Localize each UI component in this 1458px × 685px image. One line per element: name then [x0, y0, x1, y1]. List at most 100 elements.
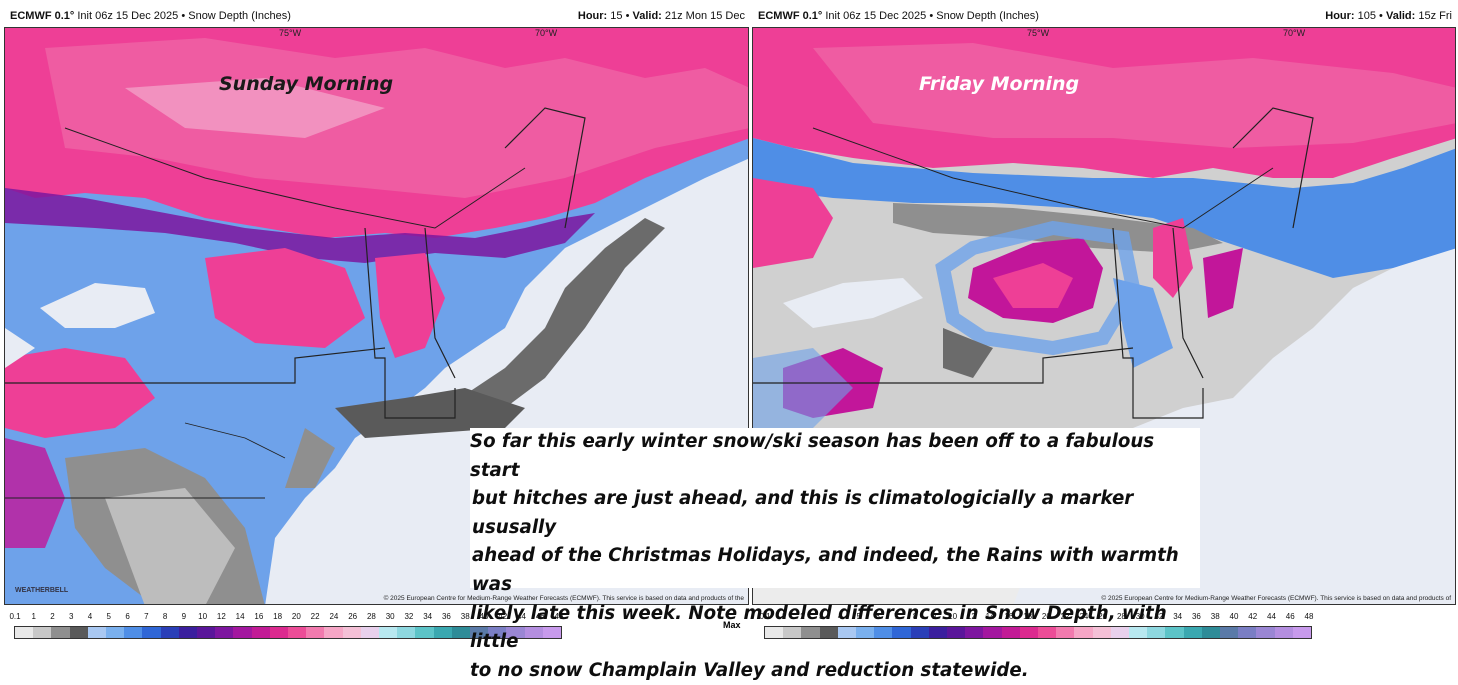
scale-tick-label: 2 [50, 612, 55, 621]
scale-tick-label: 12 [216, 612, 226, 621]
scale-swatch [1001, 627, 1020, 638]
scale-tick-label: 3 [69, 612, 74, 621]
map-title-sunday: Sunday Morning [219, 73, 394, 95]
scale-ticks: 0.1 1 2 3 4 5 6 7 8 9 10 12 14 16 18 20 22 24 26 28 30 32 34 36… [759, 612, 1314, 623]
scale-tick-label: 20 [1041, 612, 1051, 621]
scale-swatch [1201, 627, 1221, 638]
panel-header: ECMWF 0.1° Init 06z 15 Dec 2025 • Snow D… [758, 10, 1452, 22]
scale-swatch [124, 627, 143, 638]
scale-tick-label: 24 [329, 612, 339, 621]
panel-header: ECMWF 0.1° Init 06z 15 Dec 2025 • Snow D… [10, 10, 745, 22]
scale-swatch [415, 627, 434, 638]
scale-tick-label: 18 [1023, 612, 1033, 621]
hour-label: Hour: [1325, 10, 1355, 22]
scale-swatch [892, 627, 911, 638]
scale-tick-label: 2 [800, 612, 805, 621]
scale-swatch [1092, 627, 1111, 638]
scale-swatch [542, 627, 562, 638]
scale-tick-label: 10 [198, 612, 208, 621]
scale-tick-label: 14 [985, 612, 995, 621]
hour-label: Hour: [577, 10, 608, 22]
ecmwf-credit: © 2025 European Centre for Medium-Range … [1101, 595, 1451, 602]
scale-swatch [142, 627, 161, 638]
map-title-friday: Friday Morning [919, 73, 1080, 95]
longitude-75-label: 75°W [1027, 28, 1050, 38]
scale-tick-label: 36 [1191, 612, 1201, 621]
scale-tick-label: 5 [106, 612, 112, 621]
scale-swatch [160, 627, 179, 638]
scale-swatch [1220, 627, 1239, 638]
scale-tick-label: 6 [875, 612, 880, 621]
scale-tick-label: 30 [1135, 612, 1145, 621]
scale-tick-label: 44 [517, 612, 526, 621]
scale-swatch [251, 627, 270, 638]
scale-tick-label: 7 [144, 612, 149, 621]
scale-tick-label: 32 [404, 612, 414, 621]
scale-swatch [983, 627, 1002, 638]
scale-swatch [874, 627, 893, 638]
scale-swatch [215, 627, 234, 638]
model-name: ECMWF 0.1° [758, 10, 823, 22]
scale-bar [764, 626, 1312, 639]
scale-tick-label: 42 [498, 612, 508, 621]
scale-swatch [801, 627, 820, 638]
scale-swatch [1292, 627, 1312, 638]
scale-swatch [765, 627, 784, 638]
field-name: Snow Depth (Inches) [188, 10, 291, 22]
scale-swatch [856, 627, 875, 638]
color-scale-right: 0.1 1 2 3 4 5 6 7 8 9 10 12 14 16 18 20 22 24 26 28 30 32 34 36… [759, 612, 1314, 644]
scale-tick-label: 5 [856, 612, 862, 621]
valid-label: Valid: [1385, 10, 1416, 22]
map-panel-right: ECMWF 0.1° Init 06z 15 Dec 2025 • Snow D… [752, 0, 1456, 647]
scale-swatch [1238, 627, 1257, 638]
init-time: Init 06z 15 Dec 2025 [77, 10, 179, 22]
scale-swatch [928, 627, 948, 638]
scale-swatch [324, 627, 343, 638]
longitude-75-label: 75°W [279, 28, 302, 38]
scale-tick-label: 32 [1154, 612, 1164, 621]
scale-tick-label: 14 [235, 612, 245, 621]
max-label: Max [723, 620, 741, 630]
init-time: Init 06z 15 Dec 2025 [825, 10, 927, 22]
scale-tick-label: 1 [781, 612, 786, 621]
scale-tick-label: 16 [254, 612, 264, 621]
note-line: but hitches are just ahead, and this is … [472, 488, 1134, 538]
field-name: Snow Depth (Inches) [936, 10, 1039, 22]
scale-swatch [15, 627, 34, 638]
scale-swatch [1274, 627, 1293, 638]
hour-value: 15 [610, 10, 623, 22]
scale-swatch [506, 627, 525, 638]
scale-tick-label: 26 [348, 612, 358, 621]
scale-swatch [451, 627, 471, 638]
note-line: likely late this week. Note modeled diff… [470, 602, 1167, 653]
scale-swatch [783, 627, 802, 638]
scale-tick-label: 8 [912, 612, 918, 621]
scale-swatch [1147, 627, 1166, 638]
scale-tick-label: 24 [1079, 612, 1089, 621]
scale-swatch [33, 627, 52, 638]
hour-value: 105 [1357, 10, 1376, 22]
scale-tick-label: 48 [554, 612, 564, 621]
color-scale-left: 0.1 1 2 3 4 5 6 7 8 9 10 12 14 16 18 20 22 24 26 28 30 32 34 36… [9, 612, 564, 644]
scale-swatch [1056, 627, 1075, 638]
scale-swatch [342, 627, 361, 638]
scale-tick-label: 7 [894, 612, 899, 621]
scale-swatch [470, 627, 489, 638]
scale-tick-label: 22 [1060, 612, 1070, 621]
scale-tick-label: 48 [1304, 612, 1314, 621]
scale-swatch [269, 627, 289, 638]
scale-tick-label: 4 [837, 612, 843, 621]
weatherbell-logo: WEATHERBELL [15, 587, 69, 594]
scale-tick-label: 28 [1116, 612, 1126, 621]
scale-swatch [288, 627, 307, 638]
scale-tick-label: 46 [1285, 612, 1295, 621]
scale-swatch [837, 627, 857, 638]
ecmwf-credit: © 2025 European Centre for Medium-Range … [383, 595, 744, 602]
note-line: ahead of the Christmas Holidays, and ind… [472, 545, 1179, 595]
scale-tick-label: 30 [385, 612, 395, 621]
valid-time: 21z Mon 15 Dec [664, 10, 745, 22]
scale-swatch [360, 627, 380, 638]
longitude-70-label: 70°W [535, 28, 558, 38]
scale-swatch [379, 627, 398, 638]
scale-tick-label: 8 [162, 612, 168, 621]
